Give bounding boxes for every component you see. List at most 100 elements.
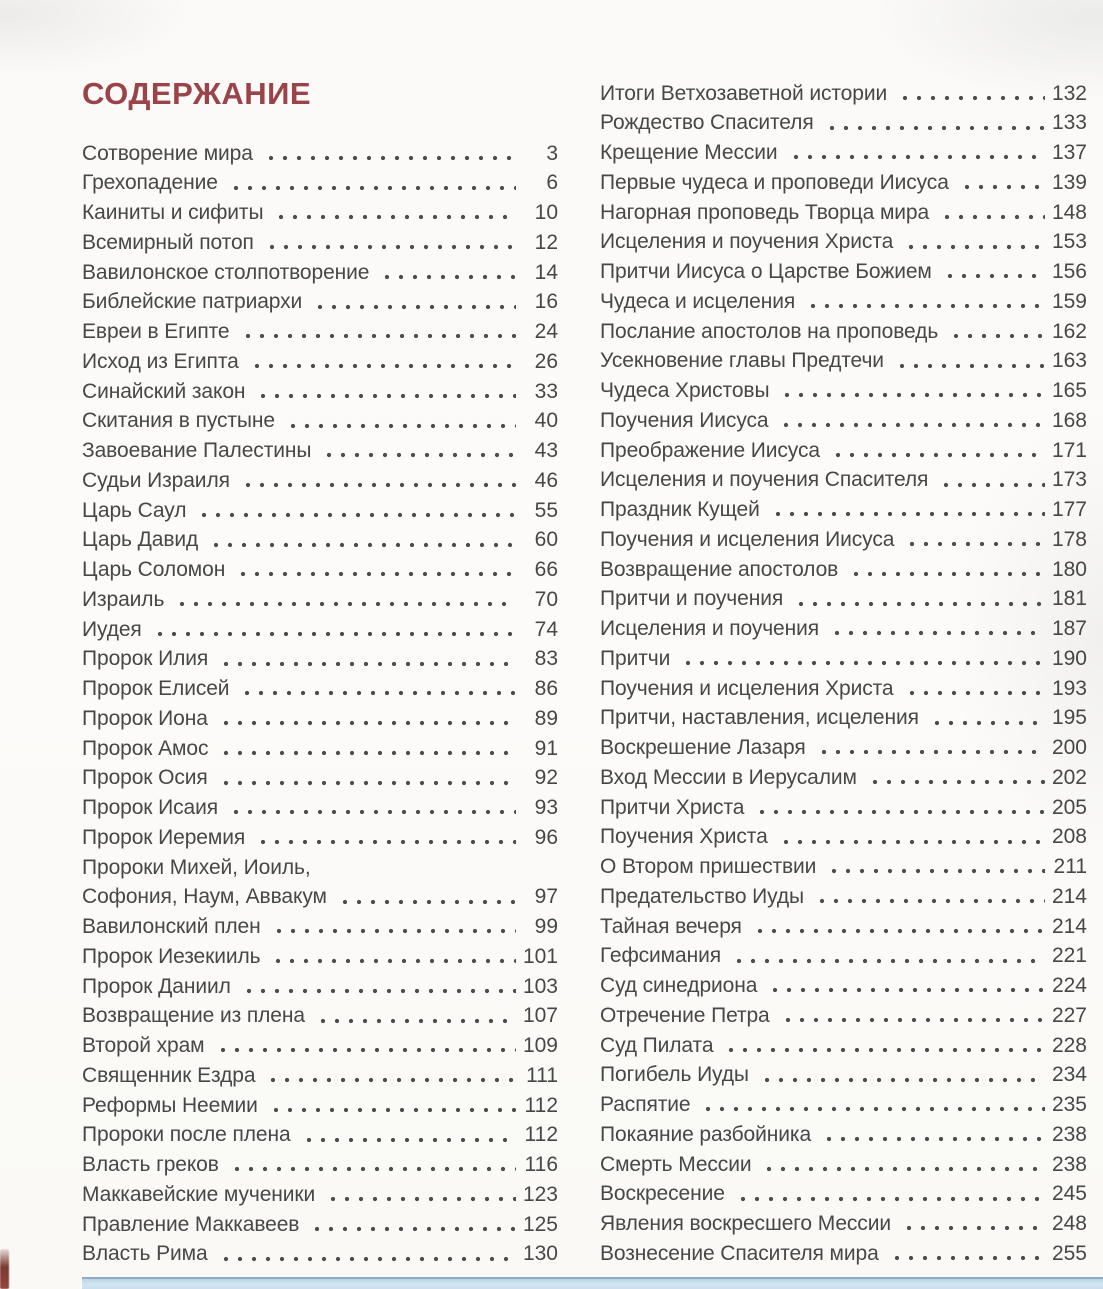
toc-entry-label: Вавилонский плен: [82, 915, 261, 939]
toc-entry-page: 171: [1051, 438, 1087, 462]
toc-entry: Пророк Елисей 86: [82, 673, 558, 704]
page-title: СОДЕРЖАНИЕ: [82, 76, 312, 111]
toc-entry: Тайная вечеря 214: [600, 911, 1087, 941]
dot-leader: [764, 970, 1045, 1001]
toc-entry-page: 103: [522, 974, 558, 998]
dot-leader: [845, 554, 1045, 584]
toc-entry-page: 227: [1051, 1003, 1087, 1027]
toc-entry-page: 168: [1051, 408, 1087, 432]
dot-leader: [731, 1178, 1045, 1209]
toc-entry-page: 93: [534, 796, 558, 820]
toc-entry: Завоевание Палестины 43: [82, 435, 558, 466]
toc-entry-label: Притчи Иисуса о Царстве Божием: [600, 260, 932, 284]
toc-entry-label: Каиниты и сифиты: [82, 201, 264, 225]
toc-entry-page: 89: [534, 706, 558, 730]
dot-leader: [270, 197, 516, 228]
dot-leader: [901, 524, 1045, 554]
toc-entry-page: 133: [1051, 111, 1087, 135]
toc-entry-page: 165: [1051, 379, 1087, 403]
toc-right-column: Итоги Ветхозаветной истории 132 Рождеств…: [600, 78, 1087, 1268]
toc-entry: Смерть Мессии 238: [600, 1149, 1087, 1179]
dot-leader: [755, 1059, 1045, 1090]
toc-entry-page: 99: [534, 915, 558, 939]
dot-leader: [890, 345, 1045, 376]
toc-entry: Иудея 74: [82, 614, 558, 644]
toc-entry-page: 74: [534, 617, 558, 641]
toc-entry-page: 139: [1051, 170, 1087, 194]
toc-entry: Покаяние разбойника 238: [600, 1119, 1087, 1149]
toc-entry-label: Возвращение из плена: [82, 1004, 305, 1028]
toc-entry-label: Воскрешение Лазаря: [600, 736, 806, 760]
toc-entry-page: 92: [534, 766, 558, 790]
dot-leader: [818, 1119, 1045, 1149]
dot-leader: [885, 1238, 1045, 1268]
toc-entry-label: Итоги Ветхозаветной истории: [600, 81, 888, 105]
dot-leader: [720, 1030, 1045, 1060]
toc-entry: Притчи 190: [600, 643, 1087, 673]
toc-entry-label: Пророк Иона: [82, 706, 208, 730]
toc-entry-label: Поучения Христа: [600, 825, 768, 849]
toc-entry-page: 187: [1051, 617, 1087, 641]
toc-entry: Возвращение из плена 107: [82, 1000, 558, 1031]
toc-entry: Крещение Мессии 137: [600, 137, 1087, 168]
toc-entry: Притчи Христа 205: [600, 792, 1087, 822]
toc-entry-label: Воскресение: [600, 1182, 725, 1206]
toc-entry-label: Рождество Спасителя: [600, 111, 814, 135]
toc-entry: Пророк Илия 83: [82, 643, 558, 674]
toc-entry-page: 60: [534, 528, 558, 552]
footer-accent-bar: [82, 1277, 1103, 1289]
dot-leader: [727, 940, 1045, 971]
toc-entry-label: Притчи Христа: [600, 795, 745, 819]
toc-entry-page: 112: [524, 1123, 558, 1147]
dot-leader: [936, 197, 1045, 227]
toc-entry: Первые чудеса и проповеди Иисуса 139: [600, 167, 1087, 197]
dot-leader: [264, 1090, 516, 1120]
toc-entry-page: 159: [1051, 289, 1087, 313]
dot-leader: [215, 733, 516, 763]
toc-entry: Суд синедриона 224: [600, 970, 1087, 1001]
toc-entry-page: 132: [1051, 81, 1087, 105]
toc-entry: Второй храм 109: [82, 1030, 558, 1061]
toc-entry: Евреи в Египте 24: [82, 316, 558, 347]
toc-entry-label: Возвращение апостолов: [600, 557, 839, 581]
toc-entry: Пророк Амос 91: [82, 733, 558, 763]
toc-entry: Каиниты и сифиты 10: [82, 197, 558, 228]
dot-leader: [193, 495, 516, 525]
toc-entry: Пророк Исаия 93: [82, 792, 558, 823]
toc-left-column: СОДЕРЖАНИЕ Сотворение мира 3 Грехопадени…: [82, 76, 558, 1269]
dot-leader: [205, 524, 516, 555]
dot-leader: [333, 881, 516, 912]
toc-entry-page: 130: [522, 1242, 558, 1266]
toc-entry: Поучения и исцеления Христа 193: [600, 673, 1087, 703]
dot-leader: [214, 1238, 516, 1269]
scan-artifact: [0, 1249, 9, 1289]
toc-entry: Синайский закон 33: [82, 376, 558, 406]
toc-entry-label: Пророк Иеремия: [82, 825, 246, 849]
toc-entry-page: 248: [1051, 1212, 1087, 1236]
toc-entry-page: 116: [524, 1153, 558, 1177]
toc-entry-page: 16: [534, 290, 558, 314]
toc-entry: Маккавейские мученики 123: [82, 1179, 558, 1209]
toc-entry-page: 173: [1051, 468, 1087, 492]
toc-entry-label: Софония, Наум, Аввакум: [82, 885, 327, 909]
toc-entry: Поучения Христа 208: [600, 821, 1087, 852]
toc-entry-label: Поучения и исцеления Иисуса: [600, 527, 895, 551]
toc-entry: Пророки после плена 112: [82, 1119, 558, 1150]
dot-leader: [282, 405, 516, 436]
toc-entry-label: Сотворение мира: [82, 141, 253, 165]
toc-entry-page: 214: [1051, 884, 1087, 908]
toc-entry: Поучения и исцеления Иисуса 178: [600, 524, 1087, 554]
toc-entry-page: 137: [1051, 141, 1087, 165]
toc-entry-page: 163: [1051, 349, 1087, 373]
toc-entry-label: Притчи: [600, 646, 671, 670]
toc-entry: Погибель Иуды 234: [600, 1059, 1087, 1090]
toc-entry-label: Вознесение Спасителя мира: [600, 1241, 879, 1265]
toc-entry: Рождество Спасителя 133: [600, 107, 1087, 138]
toc-entry: О Втором пришествии 211: [600, 851, 1087, 882]
toc-entry: Итоги Ветхозаветной истории 132: [600, 78, 1087, 108]
toc-entry-page: 24: [534, 320, 558, 344]
dot-leader: [955, 167, 1045, 197]
dot-leader: [225, 1149, 516, 1180]
dot-leader: [262, 1060, 516, 1090]
toc-entry-label: Пророк Исаия: [82, 796, 219, 820]
